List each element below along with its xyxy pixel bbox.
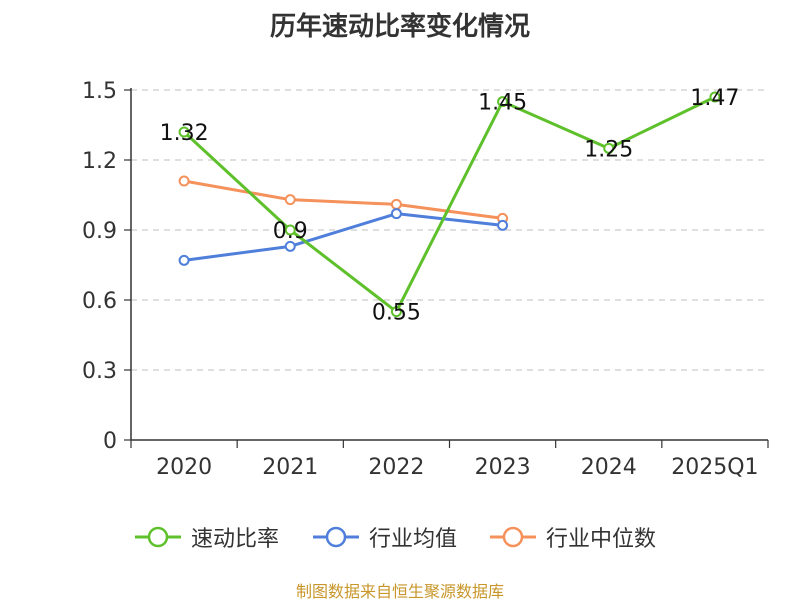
x-tick-label: 2020 bbox=[156, 455, 212, 480]
data-point-sudong bbox=[709, 91, 721, 103]
legend-line-circle-icon bbox=[490, 526, 536, 548]
series-line-sudong bbox=[183, 95, 716, 314]
data-point-avg bbox=[497, 219, 509, 231]
data-point-median bbox=[390, 198, 402, 210]
y-tick-label: 0.9 bbox=[82, 219, 117, 244]
legend-label: 速动比率 bbox=[191, 527, 280, 552]
data-label: 1.45 bbox=[478, 91, 527, 116]
x-tick-label: 2023 bbox=[475, 455, 531, 480]
data-source-note: 制图数据来自恒生聚源数据库 bbox=[295, 582, 504, 601]
legend-label: 行业中位数 bbox=[546, 527, 657, 552]
legend-label: 行业均值 bbox=[369, 527, 458, 552]
data-point-sudong bbox=[284, 224, 296, 236]
data-point-median bbox=[178, 175, 190, 187]
data-point-avg bbox=[390, 208, 402, 220]
legend-item-sudong[interactable]: 速动比率 bbox=[133, 520, 279, 554]
data-point-avg bbox=[178, 254, 190, 266]
data-label: 1.47 bbox=[690, 86, 739, 111]
y-tick-label: 0 bbox=[103, 429, 117, 454]
chart-title: 历年速动比率变化情况 bbox=[269, 12, 530, 42]
data-label: 1.25 bbox=[584, 137, 633, 162]
x-tick-label: 2022 bbox=[368, 455, 424, 480]
data-point-avg bbox=[284, 240, 296, 252]
data-label: 0.55 bbox=[372, 301, 421, 326]
data-point-sudong bbox=[603, 142, 615, 154]
y-tick-label: 0.6 bbox=[82, 289, 117, 314]
x-tick-label: 2024 bbox=[581, 455, 637, 480]
y-tick-label: 1.5 bbox=[82, 79, 117, 104]
x-tick-label: 2021 bbox=[262, 455, 318, 480]
legend-item-median[interactable]: 行业中位数 bbox=[488, 520, 656, 554]
y-tick-label: 1.2 bbox=[82, 149, 117, 174]
data-label: 0.9 bbox=[273, 219, 308, 244]
data-point-sudong bbox=[178, 126, 190, 138]
data-point-median bbox=[284, 194, 296, 206]
data-label: 1.32 bbox=[160, 121, 209, 146]
legend-line-circle-icon bbox=[135, 526, 181, 548]
series-line-avg bbox=[183, 212, 503, 262]
chart-legend: 速动比率 行业均值 行业中位数 bbox=[0, 520, 800, 554]
legend-item-avg[interactable]: 行业均值 bbox=[311, 520, 457, 554]
data-point-sudong bbox=[497, 96, 509, 108]
legend-line-circle-icon bbox=[313, 526, 359, 548]
y-tick-label: 0.3 bbox=[82, 359, 117, 384]
data-point-sudong bbox=[390, 306, 402, 318]
x-tick-label: 2025Q1 bbox=[671, 455, 758, 480]
series-line-median bbox=[183, 179, 503, 220]
